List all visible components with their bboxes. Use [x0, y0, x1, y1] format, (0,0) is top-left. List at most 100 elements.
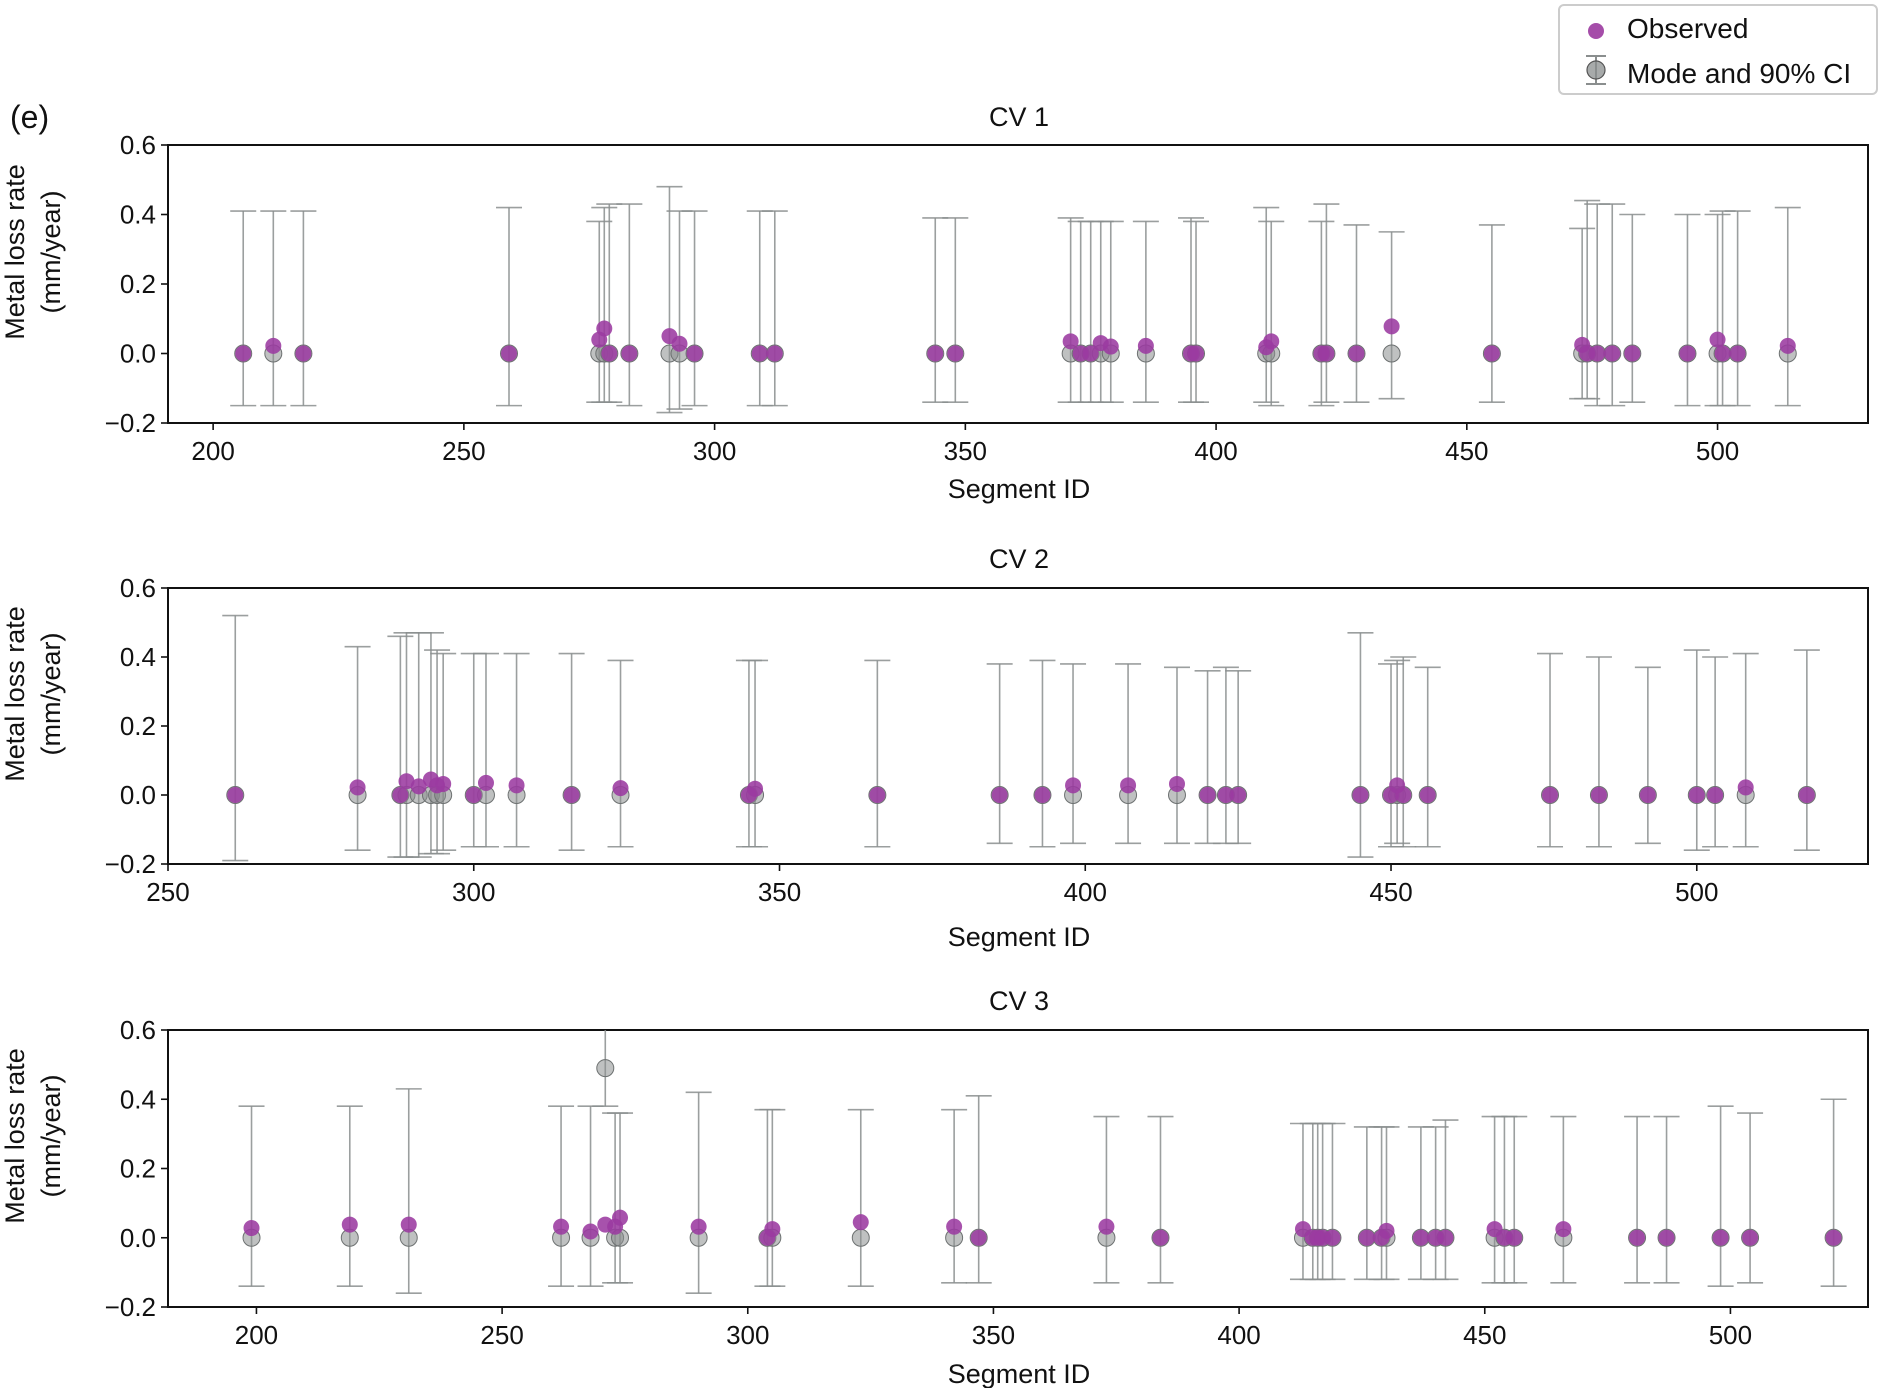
observed-point [1378, 1222, 1395, 1239]
observed-point [612, 780, 629, 797]
observed-point [1188, 345, 1205, 362]
error-bar [1793, 649, 1820, 852]
error-bar [1737, 1112, 1764, 1284]
observed-point [1120, 777, 1137, 794]
observed-point [1318, 345, 1335, 362]
legend: Observed Mode and 90% CI [1558, 4, 1878, 95]
observed-point [1506, 1229, 1523, 1246]
error-bar [460, 652, 487, 848]
error-bar [1732, 652, 1759, 848]
observed-point [1555, 1221, 1572, 1238]
x-tick-label: 400 [1194, 436, 1237, 466]
legend-box [1558, 4, 1878, 95]
plot-frame [167, 1029, 1869, 1308]
x-tick-label: 300 [693, 436, 736, 466]
observed-point [1383, 318, 1400, 335]
observed-point [295, 345, 312, 362]
observed-point [947, 345, 964, 362]
error-bar [847, 1108, 874, 1288]
panel-cv1: CV 1 Segment ID Metal loss rate (mm/year… [0, 102, 1869, 504]
observed-point [869, 787, 886, 803]
error-bar [864, 659, 891, 848]
observed-point [686, 345, 703, 362]
x-axis-title: Segment ID [948, 1359, 1091, 1388]
error-bar [1432, 1119, 1459, 1281]
y-tick-label: 0.0 [120, 780, 156, 810]
error-bar [417, 632, 444, 855]
error-bar [1683, 649, 1710, 852]
error-bar [1707, 1105, 1734, 1288]
legend-observed-label: Observed [1627, 13, 1748, 44]
observed-point [747, 780, 764, 797]
observed-point [1412, 1229, 1429, 1246]
observed-point [1352, 787, 1369, 803]
observed-point [1168, 775, 1185, 792]
error-bar [1569, 227, 1596, 400]
observed-point [764, 1221, 781, 1238]
error-bar [1599, 203, 1626, 407]
error-bar [586, 220, 613, 403]
observed-point [1230, 787, 1247, 803]
error-bar [965, 1094, 992, 1284]
observed-point [1199, 787, 1216, 803]
error-bar [405, 632, 432, 858]
observed-point [392, 787, 409, 803]
y-tick-label: 0.0 [120, 339, 156, 369]
observed-point [612, 1209, 629, 1226]
observed-point [1217, 787, 1234, 803]
error-bar [1574, 199, 1601, 400]
observed-point [400, 1216, 417, 1233]
error-bar [260, 210, 287, 407]
error-bar [1319, 1122, 1346, 1281]
observed-point [991, 787, 1008, 803]
error-bar [238, 1105, 265, 1288]
mode-point [1382, 344, 1401, 363]
observed-point [553, 1218, 570, 1235]
observed-point [1483, 345, 1500, 362]
y-axis-title-line1: Metal loss rate [0, 164, 30, 340]
observed-point [1798, 787, 1815, 803]
observed-point [1639, 787, 1656, 803]
observed-point [501, 345, 518, 362]
observed-point [1437, 1229, 1454, 1246]
error-bar [1132, 220, 1159, 403]
observed-point [1065, 777, 1082, 794]
observed-point [265, 337, 282, 354]
observed-point [243, 1220, 260, 1237]
error-bar [1097, 220, 1124, 403]
error-bar [1253, 206, 1280, 403]
error-bar [1384, 659, 1411, 845]
observed-point [1624, 345, 1641, 362]
error-bar [1774, 206, 1801, 407]
error-bar [558, 652, 585, 852]
error-bar [1087, 220, 1114, 403]
y-axis-title-line1: Metal loss rate [0, 1048, 30, 1224]
observed-point [1263, 333, 1280, 350]
y-tick-label: 0.0 [120, 1223, 156, 1253]
error-bar [1414, 666, 1441, 848]
error-bar [395, 1088, 422, 1294]
panel-title: CV 1 [989, 102, 1049, 132]
observed-point [1709, 331, 1726, 348]
y-axis-title-line2: (mm/year) [36, 191, 66, 314]
y-axis-title-line2: (mm/year) [36, 1075, 66, 1198]
legend-mode-marker [1586, 55, 1606, 85]
x-tick-label: 300 [726, 1320, 769, 1350]
observed-point [410, 778, 427, 795]
y-tick-label: −0.2 [105, 849, 156, 879]
observed-point [1658, 1229, 1675, 1246]
error-bar [1313, 203, 1340, 403]
observed-point [1395, 787, 1412, 803]
x-tick-label: 250 [480, 1320, 523, 1350]
error-bar [1585, 656, 1612, 848]
y-tick-label: 0.6 [120, 1015, 156, 1045]
error-bar [1077, 220, 1104, 403]
mode-point [596, 1059, 615, 1078]
observed-point [970, 1229, 987, 1246]
observed-point [1102, 338, 1119, 355]
error-bar [1212, 666, 1239, 845]
observed-point [1729, 345, 1746, 362]
y-tick-label: 0.4 [120, 642, 156, 672]
error-bar [430, 652, 457, 852]
